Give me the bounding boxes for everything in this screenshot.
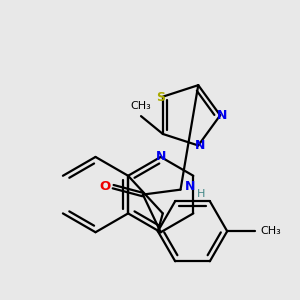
Text: N: N — [155, 150, 166, 164]
Text: CH₃: CH₃ — [260, 226, 280, 236]
Text: O: O — [100, 180, 111, 193]
Text: N: N — [217, 109, 227, 122]
Text: CH₃: CH₃ — [130, 101, 152, 111]
Text: N: N — [195, 139, 206, 152]
Text: S: S — [156, 91, 165, 104]
Text: N: N — [184, 180, 195, 193]
Text: H: H — [196, 189, 205, 199]
